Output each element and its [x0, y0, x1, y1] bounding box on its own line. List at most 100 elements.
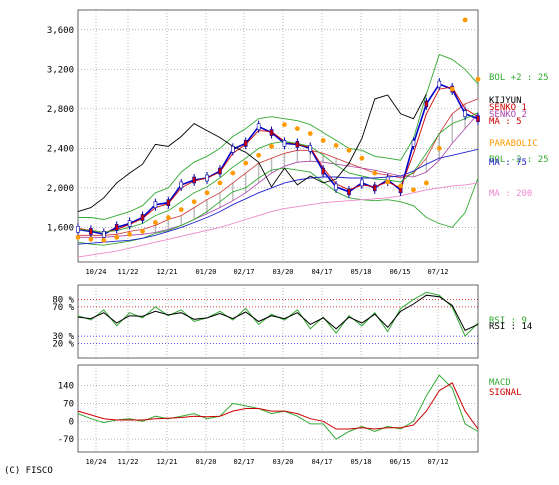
x-tick-label: 07/12: [427, 268, 448, 276]
parabolic-dot: [153, 220, 158, 225]
x-tick-label: 12/21: [156, 268, 177, 276]
rsi-legend-label: RSI : 9: [489, 316, 527, 326]
parabolic-dot: [256, 152, 262, 158]
y-tick-label: 2,400: [47, 144, 74, 154]
rsi-level-label: 70 %: [52, 303, 74, 313]
y-tick-label: 1,600: [47, 223, 74, 233]
parabolic-dot: [230, 170, 236, 176]
parabolic-dot: [269, 143, 274, 149]
x-tick-label: 05/18: [350, 268, 371, 276]
parabolic-dot: [140, 228, 145, 234]
legend-label: KIJYUN: [489, 96, 522, 106]
legend-label: BOL +2 : 25: [489, 73, 549, 83]
candle-body: [179, 181, 184, 189]
parabolic-dot: [462, 17, 468, 23]
series-line-ma-25: [77, 112, 479, 233]
parabolic-dot: [307, 131, 313, 136]
y-tick-label: 3,200: [47, 65, 74, 75]
candle-body: [476, 115, 480, 123]
rsi-level-label: 80 %: [52, 296, 74, 306]
parabolic-dot: [75, 234, 81, 240]
series-line-ma-75: [77, 148, 479, 245]
series-line-bol-2-25: [77, 167, 479, 246]
x-tick-label: 02/17: [233, 458, 254, 466]
x-tick-label: 12/21: [156, 458, 177, 466]
candle-body: [153, 201, 158, 208]
cloud-lead-b: [78, 113, 479, 238]
candle-body: [411, 140, 416, 147]
y-tick-label: 2,800: [47, 105, 74, 115]
y-tick-label: 0: [69, 417, 74, 427]
parabolic-dot: [204, 190, 210, 196]
parabolic-dot: [385, 179, 391, 185]
x-tick-label: 03/20: [272, 458, 293, 466]
x-tick-label: 04/17: [311, 268, 332, 276]
parabolic-dot: [217, 180, 223, 186]
x-tick-label: 11/22: [117, 458, 138, 466]
candle-body: [372, 184, 377, 192]
rsi-line-rsi-9: [77, 291, 479, 337]
parabolic-dot: [294, 126, 300, 131]
rsi-legend-label: RSI : 14: [489, 322, 532, 332]
parabolic-dot: [333, 142, 339, 148]
parabolic-dot: [423, 180, 429, 186]
parabolic-dot: [101, 237, 107, 243]
candle-body: [463, 110, 467, 118]
parabolic-dot: [411, 187, 416, 193]
candle-body: [308, 145, 313, 152]
copyright-text: (C) FISCO: [4, 466, 53, 476]
x-tick-label: 06/15: [389, 268, 410, 276]
rsi-level-label: 30 %: [52, 332, 74, 342]
candle-body: [243, 140, 248, 147]
parabolic-dot: [359, 155, 365, 161]
parabolic-dot: [127, 231, 133, 237]
candle-body: [269, 129, 274, 136]
x-tick-label: 03/20: [272, 268, 293, 276]
x-tick-label: 06/15: [389, 458, 410, 466]
candle-body: [166, 199, 171, 207]
legend-label: BOL -2 : 25: [489, 155, 549, 165]
panel-frame: [77, 9, 479, 263]
x-tick-label: 10/24: [85, 458, 106, 466]
y-tick-label: 2,000: [47, 184, 74, 194]
x-tick-label: 04/17: [311, 458, 332, 466]
candle-body: [360, 179, 364, 187]
x-tick-label: 10/24: [85, 268, 106, 276]
rsi-level-label: 20 %: [52, 339, 74, 349]
candle-body: [89, 228, 93, 235]
series-line-ma-5: [77, 86, 479, 233]
panel-frame: [77, 284, 479, 359]
macd-line-macd: [77, 374, 479, 440]
y-tick-label: 70: [63, 399, 74, 409]
series-line-lagging: [77, 93, 427, 213]
x-tick-label: 07/12: [427, 458, 448, 466]
candle-body: [76, 226, 80, 233]
series-line-close: [77, 83, 479, 236]
candle-body: [205, 174, 209, 182]
macd-legend-label: SIGNAL: [489, 388, 522, 398]
candle-body: [437, 80, 442, 88]
x-tick-label: 02/17: [233, 268, 254, 276]
y-tick-label: 140: [58, 381, 74, 391]
candle-body: [321, 167, 325, 175]
candle-body: [282, 140, 287, 147]
parabolic-dot: [436, 145, 442, 151]
candle-body: [231, 146, 235, 153]
parabolic-dot: [243, 160, 249, 166]
candle-body: [192, 176, 196, 184]
series-line-bol-2-25: [78, 53, 479, 220]
parabolic-dot: [114, 234, 120, 240]
candle-body: [256, 123, 261, 130]
legend-label: PARABOLIC: [489, 139, 538, 149]
x-tick-label: 01/20: [195, 458, 216, 466]
parabolic-dot: [475, 76, 481, 82]
price-panel: 1,600 2,000 2,400 2,800 3,200 3,600 10/24 11/22…: [47, 9, 549, 276]
parabolic-dot: [320, 138, 326, 143]
candle-body: [114, 224, 119, 231]
parabolic-dot: [178, 207, 184, 213]
parabolic-dot: [282, 122, 287, 128]
parabolic-dot: [346, 147, 352, 153]
x-tick-label: 11/22: [117, 268, 138, 276]
